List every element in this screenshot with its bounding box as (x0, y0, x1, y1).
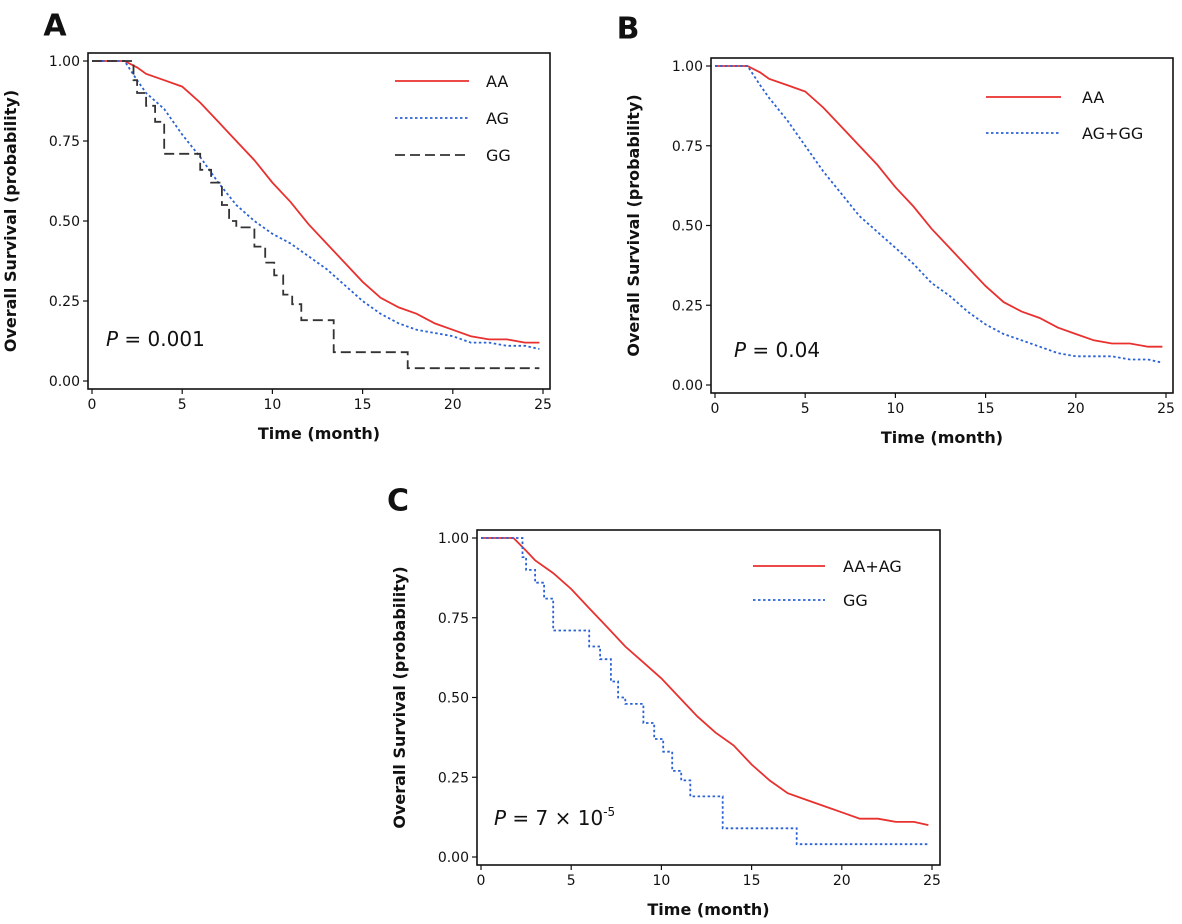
x-axis-title: Time (month) (258, 424, 380, 443)
x-tick-label: 10 (263, 397, 281, 413)
x-tick-label: 25 (1157, 401, 1175, 417)
x-tick-label: 0 (711, 401, 720, 417)
series-line-aa-ag (481, 537, 929, 826)
series-line-ag (92, 60, 540, 350)
x-tick-label: 20 (833, 873, 851, 889)
legend-label: AG+GG (1082, 124, 1143, 143)
legend-label: AG (486, 109, 509, 128)
x-tick-label: 10 (652, 873, 670, 889)
x-tick-label: 20 (444, 397, 462, 413)
x-tick-label: 5 (178, 397, 187, 413)
series-line-aa (92, 60, 540, 344)
panel-label: B (617, 12, 640, 47)
y-tick-label: 0.50 (672, 219, 703, 235)
y-tick-label: 0.00 (672, 378, 703, 394)
series-line-ag-gg (715, 65, 1163, 364)
y-axis-title: Overall Survival (probability) (1, 90, 20, 352)
legend-label: GG (843, 591, 868, 610)
p-value-annotation: P = 0.04 (734, 338, 820, 362)
y-tick-label: 0.75 (49, 134, 80, 150)
panel-label: A (43, 9, 67, 44)
series-line-aa (715, 65, 1163, 348)
x-tick-label: 15 (354, 397, 372, 413)
x-tick-label: 25 (923, 873, 941, 889)
y-tick-label: 1.00 (438, 531, 469, 547)
x-tick-label: 15 (743, 873, 761, 889)
chart-panel-c: C 0 5 10 15 20 25 0.00 0.25 0.50 0.75 1.00 Time (mon… (387, 484, 941, 920)
x-tick-label: 0 (88, 397, 97, 413)
y-tick-label: 1.00 (49, 54, 80, 70)
series-line-gg (481, 537, 929, 846)
p-value-annotation: P = 0.001 (106, 327, 205, 351)
y-tick-label: 0.00 (49, 374, 80, 390)
x-tick-label: 10 (886, 401, 904, 417)
p-value-annotation: P = 7 × 10-5 (494, 805, 615, 830)
legend-label: AA (486, 72, 508, 91)
y-tick-label: 0.00 (438, 850, 469, 866)
y-tick-label: 0.50 (438, 691, 469, 707)
y-tick-label: 0.25 (672, 298, 703, 314)
series-line-gg (92, 60, 540, 370)
chart-panel-a: A 0 5 10 15 20 25 0.00 0.25 0.50 0.75 1.00 Time (mon… (1, 9, 552, 444)
x-axis-title: Time (month) (881, 428, 1003, 447)
x-tick-label: 0 (477, 873, 486, 889)
y-axis-title: Overall Survival (probability) (390, 566, 409, 828)
x-axis-title: Time (month) (647, 900, 769, 919)
x-tick-label: 5 (567, 873, 576, 889)
chart-panel-b: B 0 5 10 15 20 25 0.00 0.25 0.50 0.75 1.00 Time (mon… (617, 12, 1175, 448)
x-tick-label: 20 (1067, 401, 1085, 417)
y-axis-title: Overall Survival (probability) (624, 94, 643, 356)
y-tick-label: 0.50 (49, 214, 80, 230)
legend-label: AA+AG (843, 557, 902, 576)
y-tick-label: 0.25 (438, 770, 469, 786)
panel-label: C (387, 484, 409, 519)
x-tick-label: 15 (977, 401, 995, 417)
y-tick-label: 1.00 (672, 59, 703, 75)
y-tick-label: 0.25 (49, 294, 80, 310)
legend-label: AA (1082, 88, 1104, 107)
x-tick-label: 25 (534, 397, 552, 413)
y-tick-label: 0.75 (672, 139, 703, 155)
legend-label: GG (486, 146, 511, 165)
x-tick-label: 5 (801, 401, 810, 417)
y-tick-label: 0.75 (438, 611, 469, 627)
